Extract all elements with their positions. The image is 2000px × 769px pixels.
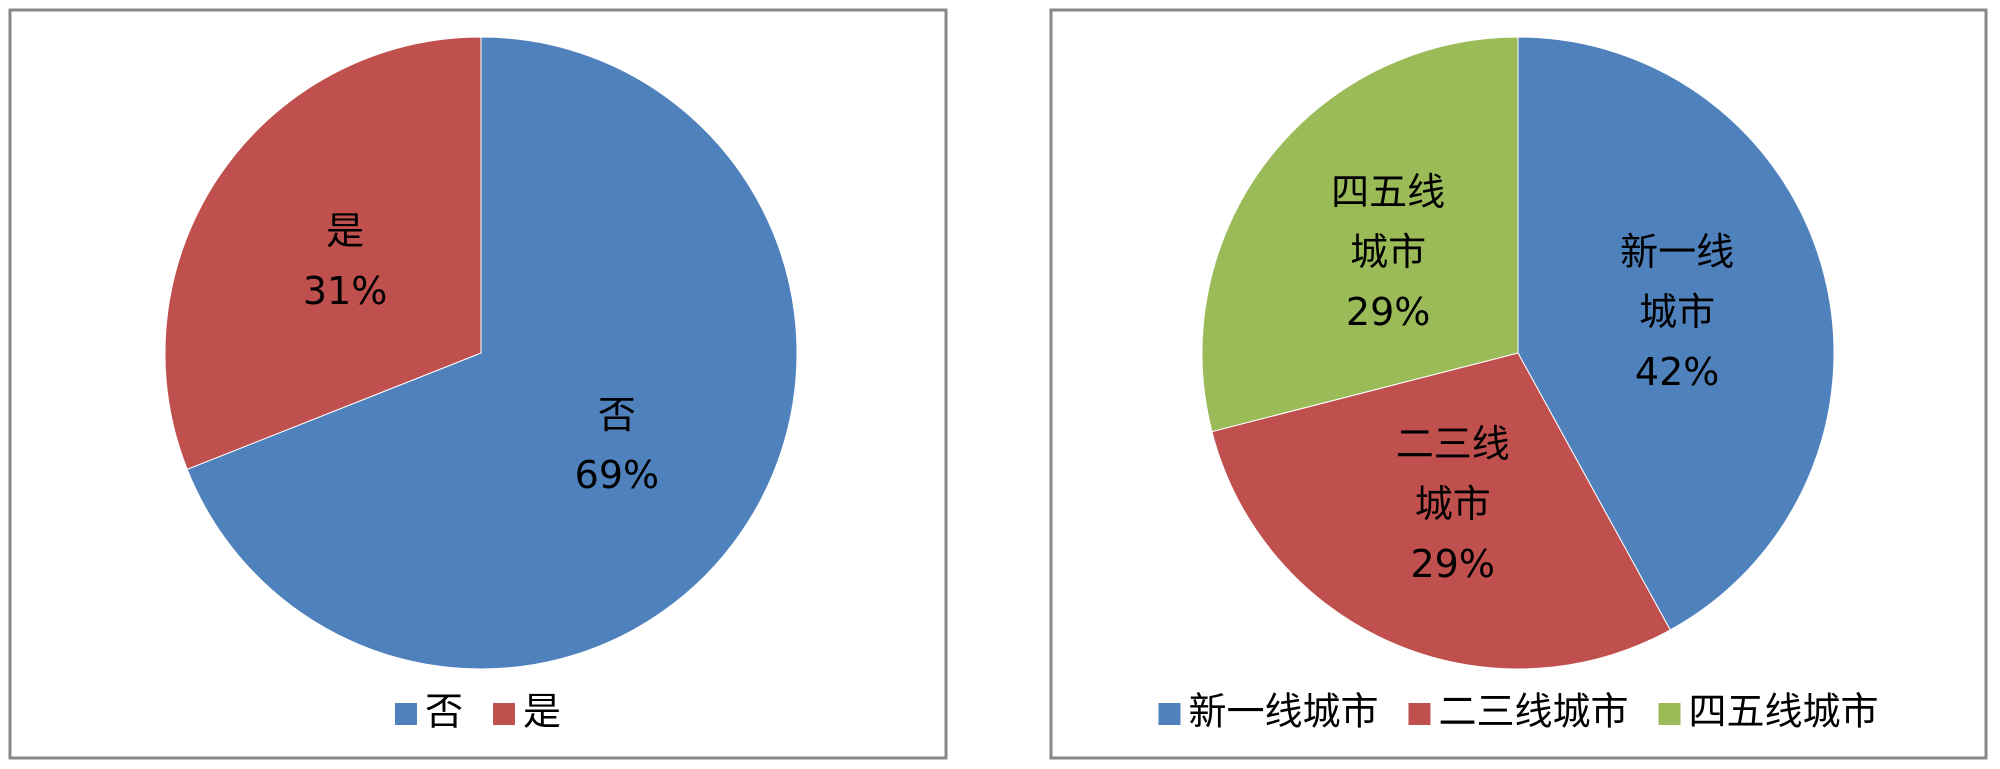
legend-swatch	[1408, 703, 1431, 725]
legend: 否是	[394, 690, 561, 734]
legend-swatch	[1658, 703, 1681, 725]
category-label: 四五线城市	[1331, 170, 1446, 275]
pie-slice	[186, 36, 798, 670]
slice-label: 是 31%	[265, 171, 425, 351]
pie-slice	[1517, 36, 1835, 631]
legend-swatch	[394, 703, 417, 725]
legend-label: 新一线城市	[1188, 690, 1378, 734]
slice-label: 是 31%	[265, 171, 425, 351]
slice-label: 二三线城市 29%	[1373, 414, 1533, 594]
category-label: 二三线城市	[1395, 421, 1510, 526]
slice-label: 新一线城市 42%	[1597, 222, 1757, 402]
value-label: 69%	[574, 453, 660, 498]
category-label: 是	[326, 208, 365, 253]
slice-label: 四五线城市 29%	[1308, 162, 1468, 342]
value-label: 42%	[1634, 350, 1720, 395]
slice-label: 二三线城市 29%	[1373, 414, 1533, 594]
value-label: 31%	[302, 268, 388, 313]
pie-slice	[164, 36, 482, 470]
pie-slice	[1201, 36, 1519, 433]
slice-label: 否 69%	[537, 355, 697, 535]
legend-label: 二三线城市	[1438, 690, 1628, 734]
value-label: 29%	[1345, 290, 1431, 335]
pie-slice	[1211, 352, 1671, 670]
slice-label: 新一线城市 42%	[1597, 222, 1757, 402]
legend-swatch	[493, 703, 515, 725]
value-label: 29%	[1410, 541, 1495, 586]
legend-label: 是	[523, 690, 561, 734]
category-label: 新一线城市	[1620, 230, 1735, 335]
legend: 新一线城市 二三线城市 四五线城市	[1158, 690, 1879, 734]
legend-swatch	[1158, 703, 1181, 725]
slice-label: 否 69%	[537, 355, 697, 535]
legend-label: 否	[425, 690, 463, 734]
category-label: 否	[597, 393, 636, 438]
slice-label: 四五线城市 29%	[1308, 162, 1468, 342]
legend-label: 四五线城市	[1689, 690, 1879, 734]
